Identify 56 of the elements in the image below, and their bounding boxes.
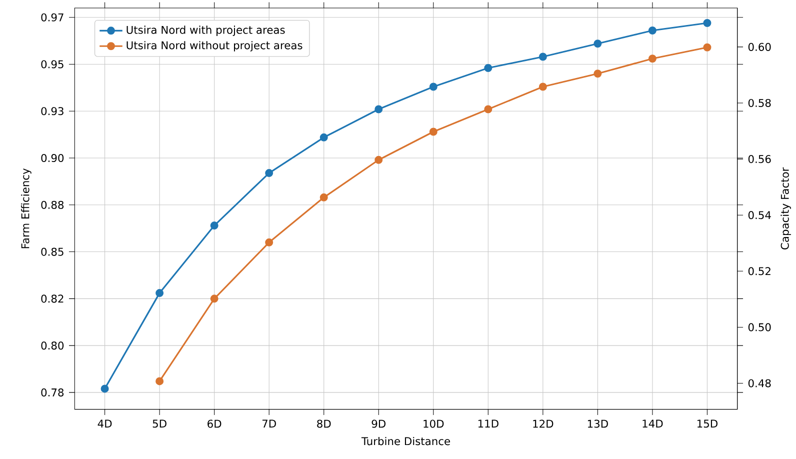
point bbox=[429, 128, 438, 136]
y-tick-label: 0.90 bbox=[41, 154, 64, 162]
x-axis-title: Turbine Distance bbox=[361, 437, 450, 446]
point bbox=[538, 52, 547, 61]
y-tick-label: 0.85 bbox=[41, 248, 64, 256]
y2-tick-label: 0.58 bbox=[748, 99, 771, 108]
x-tick-label: 9D bbox=[372, 420, 386, 428]
y2-tick-label: 0.56 bbox=[748, 155, 771, 164]
x-tick-label: 12D bbox=[533, 420, 554, 428]
point bbox=[594, 70, 602, 78]
point bbox=[484, 105, 492, 114]
y2-tick-label: 0.60 bbox=[748, 43, 771, 52]
y-tick-label: 0.93 bbox=[41, 107, 64, 116]
y2-tick-label: 0.54 bbox=[748, 211, 771, 220]
x-tick-label: 14D bbox=[642, 420, 663, 428]
point bbox=[210, 294, 218, 303]
y-axis-title: Farm Efficiency bbox=[21, 168, 32, 248]
point bbox=[703, 19, 712, 28]
point bbox=[703, 44, 712, 52]
x-tick-label: 10D bbox=[424, 420, 444, 428]
x-tick-label: 8D bbox=[317, 420, 331, 428]
x-tick-label: 4D bbox=[98, 420, 112, 428]
point bbox=[648, 54, 656, 63]
point bbox=[100, 384, 109, 393]
point bbox=[538, 82, 547, 91]
x-tick-label: 15D bbox=[697, 420, 718, 428]
y2-axis-title: Capacity Factor bbox=[780, 167, 791, 250]
point bbox=[429, 82, 438, 91]
point bbox=[265, 169, 274, 178]
x-tick-label: 11D bbox=[478, 420, 498, 428]
y-tick-label: 0.88 bbox=[41, 201, 64, 210]
x-tick-label: 6D bbox=[208, 420, 222, 428]
point bbox=[374, 105, 383, 114]
y-tick-label: 0.80 bbox=[41, 342, 64, 350]
point bbox=[484, 64, 492, 72]
y2-tick-label: 0.50 bbox=[748, 323, 771, 332]
y-tick-label: 0.78 bbox=[41, 388, 64, 397]
legend-label: Utsira Nord with project areas bbox=[126, 26, 285, 36]
x-tick-label: 7D bbox=[262, 420, 276, 428]
y-tick-label: 0.82 bbox=[41, 294, 64, 303]
point bbox=[265, 238, 274, 247]
x-tick-label: 5D bbox=[152, 420, 166, 428]
y2-tick-label: 0.52 bbox=[748, 267, 770, 276]
point bbox=[156, 289, 164, 298]
point bbox=[320, 194, 328, 202]
y2-tick-label: 0.48 bbox=[748, 379, 771, 388]
point bbox=[210, 222, 218, 230]
point bbox=[594, 40, 602, 48]
point bbox=[648, 26, 656, 35]
point bbox=[156, 377, 164, 386]
x-tick-label: 13D bbox=[588, 420, 608, 428]
y-tick-label: 0.97 bbox=[41, 13, 64, 22]
point bbox=[320, 134, 328, 142]
point bbox=[374, 156, 383, 164]
y-tick-label: 0.95 bbox=[41, 60, 64, 68]
legend-label: Utsira Nord without project areas bbox=[126, 41, 302, 52]
